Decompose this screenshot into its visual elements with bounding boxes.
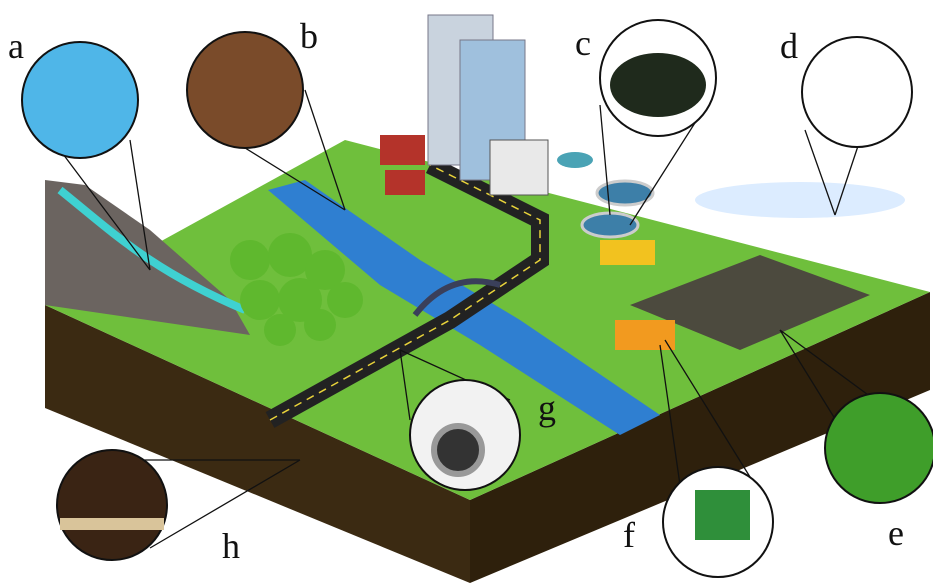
bags <box>695 490 750 540</box>
label: g <box>538 388 556 428</box>
diagram: a b c d e f g h <box>0 0 933 583</box>
cloud <box>695 182 905 218</box>
label: b <box>300 16 318 56</box>
soil-layer <box>60 518 164 530</box>
wheel <box>434 426 482 474</box>
truck <box>600 240 655 265</box>
inset-e <box>825 393 933 503</box>
truck <box>615 320 675 350</box>
label: a <box>8 26 24 66</box>
tank <box>557 152 593 168</box>
inset-d <box>802 37 912 147</box>
inset-b <box>187 32 303 148</box>
building <box>490 140 548 195</box>
label: d <box>780 26 798 66</box>
clarifier <box>582 213 638 237</box>
inset-h <box>57 450 167 560</box>
inset-a <box>22 42 138 158</box>
label: c <box>575 23 591 63</box>
label: f <box>623 515 635 555</box>
sludge-pile <box>610 53 706 117</box>
house <box>385 170 425 195</box>
house <box>380 135 425 165</box>
label: e <box>888 513 904 553</box>
label: h <box>222 526 240 566</box>
